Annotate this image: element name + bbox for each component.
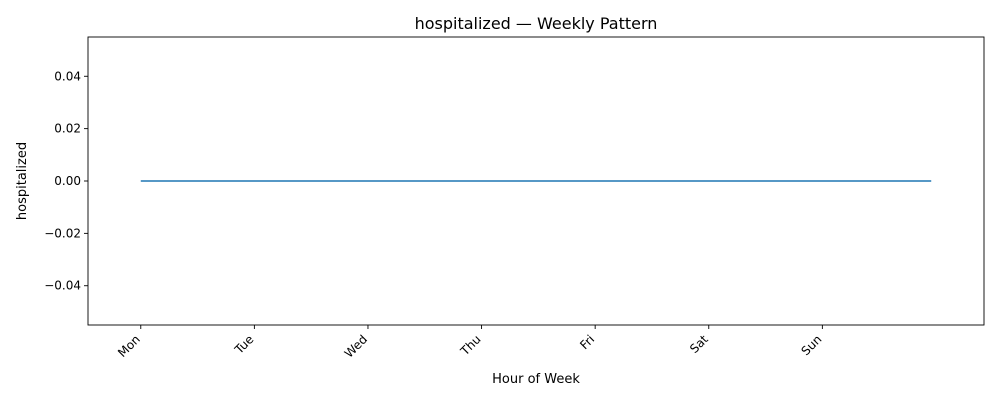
y-tick-label: 0.04: [54, 69, 81, 83]
x-tick-label: Sun: [798, 332, 824, 358]
y-axis-label: hospitalized: [15, 142, 30, 220]
x-tick-label: Fri: [577, 332, 597, 352]
x-tick-label: Tue: [231, 332, 256, 357]
y-axis: 0.04 0.02 0.00 −0.02 −0.04: [44, 69, 88, 293]
y-tick-label: −0.02: [44, 226, 81, 240]
y-tick-label: −0.04: [44, 279, 81, 293]
y-tick-label: 0.00: [54, 174, 81, 188]
x-tick-label: Sat: [687, 332, 711, 356]
chart-title: hospitalized — Weekly Pattern: [415, 14, 658, 33]
x-axis-label: Hour of Week: [492, 372, 580, 387]
x-tick-label: Wed: [342, 332, 370, 360]
x-tick-label: Mon: [115, 332, 143, 360]
x-tick-label: Thu: [457, 332, 484, 359]
y-tick-label: 0.02: [54, 122, 81, 136]
x-axis: Mon Tue Wed Thu Fri Sat Sun: [115, 325, 824, 361]
